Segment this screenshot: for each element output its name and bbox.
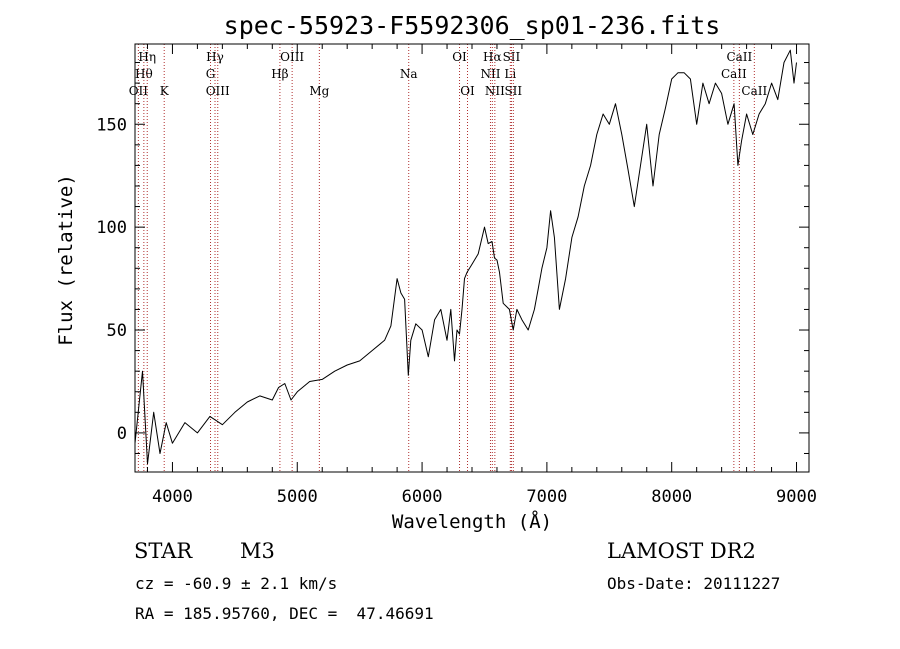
observation-date: Obs-Date: 20111227 — [607, 574, 781, 593]
line-label: Li — [504, 67, 516, 81]
plot-frame — [134, 43, 810, 473]
y-axis-label: Flux (relative) — [55, 174, 77, 346]
line-label: OI — [460, 84, 475, 98]
redshift-velocity: cz = -60.9 ± 2.1 km/s — [135, 574, 338, 593]
line-label: NII — [485, 84, 505, 98]
spectrum-chart: spec-55923-F5592306_sp01-236.fits OII Hθ H… — [55, 11, 817, 533]
line-label: SII — [504, 84, 522, 98]
x-tick-label: 8000 — [651, 487, 692, 507]
line-markers: OII Hθ Hη K G Hγ OIII Hβ OIII Mg Na OI OI NII Hα NII Li S… — [129, 44, 767, 472]
line-label: NII — [480, 67, 500, 81]
line-label: Hβ — [271, 67, 288, 81]
object-subclass: M3 — [240, 539, 275, 563]
sky-coordinates: RA = 185.95760, DEC = 47.46691 — [135, 604, 434, 623]
line-label: OI — [452, 50, 467, 64]
line-label: CaII — [726, 50, 752, 64]
x-tick-label: 5000 — [277, 487, 318, 507]
chart-title: spec-55923-F5592306_sp01-236.fits — [224, 11, 721, 40]
line-label: CaII — [721, 67, 747, 81]
object-class: STAR — [134, 539, 193, 563]
x-tick-label: 7000 — [526, 487, 567, 507]
spectrum-line — [134, 49, 797, 465]
line-label: OIII — [280, 50, 304, 64]
y-tick-label: 0 — [117, 424, 127, 444]
spectrum-trace — [134, 49, 797, 465]
line-label: SII — [503, 50, 521, 64]
x-tick-label: 9000 — [776, 487, 817, 507]
line-label: G — [206, 67, 216, 81]
line-label: Mg — [309, 84, 329, 98]
line-label: Hα — [483, 50, 502, 64]
axis-ticks: 4000 5000 6000 7000 8000 9000 0 50 100 150 — [96, 44, 817, 507]
x-axis-label: Wavelength (Å) — [392, 510, 552, 533]
x-tick-label: 6000 — [402, 487, 443, 507]
y-tick-label: 150 — [96, 115, 127, 135]
y-tick-label: 50 — [107, 321, 127, 341]
line-label: Na — [400, 67, 418, 81]
line-label: OII — [129, 84, 149, 98]
survey-name: LAMOST DR2 — [607, 539, 756, 563]
line-label: Hγ — [206, 50, 224, 64]
y-tick-label: 100 — [96, 218, 127, 238]
line-label: Hθ — [135, 67, 153, 81]
line-label: Hη — [138, 50, 156, 64]
line-label: K — [160, 84, 170, 98]
line-label: OIII — [206, 84, 230, 98]
line-label: CaII — [741, 84, 767, 98]
x-tick-label: 4000 — [152, 487, 193, 507]
